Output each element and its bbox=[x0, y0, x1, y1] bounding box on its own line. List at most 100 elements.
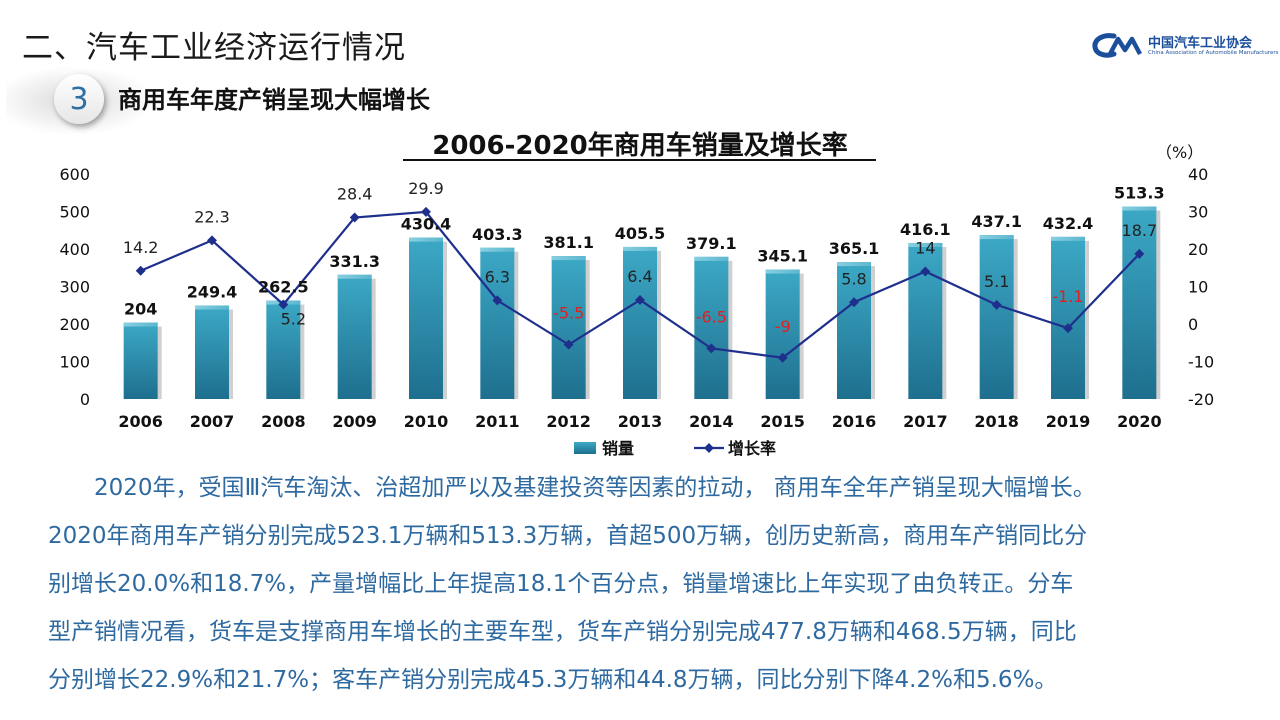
right-axis-tick-label: 10 bbox=[1188, 278, 1208, 297]
growth-rate-point bbox=[991, 299, 1002, 310]
bar-value-label: 403.3 bbox=[472, 225, 523, 244]
right-axis-tick-label: 0 bbox=[1188, 315, 1198, 334]
bar-top-highlight bbox=[195, 305, 229, 310]
bar-value-label: 249.4 bbox=[187, 282, 238, 301]
bar-top-highlight bbox=[837, 262, 871, 267]
x-axis-tick-label: 2010 bbox=[404, 412, 449, 431]
paragraph-line-5: 分别增长22.9%和21.7%；客车产销分别完成45.3万辆和44.8万辆，同比… bbox=[48, 667, 1058, 693]
chart-title: 2006-2020年商用车销量及增长率 bbox=[432, 130, 848, 161]
sales-bar-2009 bbox=[337, 274, 372, 399]
logo-text-en: China Association of Automobile Manufact… bbox=[1148, 50, 1279, 56]
bar-top-highlight bbox=[765, 269, 800, 274]
bar-value-label: 365.1 bbox=[829, 239, 880, 258]
sales-bar-2015 bbox=[765, 269, 800, 399]
legend-sales-swatch bbox=[574, 442, 596, 454]
x-axis-tick-label: 2014 bbox=[689, 412, 734, 431]
growth-rate-point bbox=[349, 212, 360, 223]
sales-bar-2013 bbox=[623, 246, 657, 399]
x-axis-tick-label: 2009 bbox=[332, 412, 377, 431]
left-axis-tick-label: 600 bbox=[59, 165, 90, 184]
sales-bar-2011 bbox=[480, 247, 515, 399]
growth-rate-point bbox=[207, 235, 217, 246]
bar-top-highlight bbox=[551, 256, 586, 261]
logo-text-cn: 中国汽车工业协会 bbox=[1148, 36, 1253, 51]
x-axis-tick-label: 2007 bbox=[190, 412, 235, 431]
bar-value-label: 345.1 bbox=[757, 247, 808, 266]
right-axis-tick-label: -10 bbox=[1188, 353, 1214, 372]
left-axis-tick-label: 400 bbox=[59, 240, 90, 259]
x-axis-tick-label: 2011 bbox=[475, 412, 520, 431]
bar-value-label: 331.3 bbox=[329, 252, 380, 271]
paragraph-line-4: 型产销情况看，货车是支撑商用车增长的主要车型，货车产销分别完成477.8万辆和4… bbox=[48, 619, 1077, 645]
growth-rate-label: 14.2 bbox=[123, 238, 159, 257]
x-axis-tick-label: 2012 bbox=[546, 412, 591, 431]
sales-bar-2019 bbox=[1051, 236, 1085, 399]
legend-sales-label: 销量 bbox=[602, 439, 634, 458]
left-axis-tick-label: 500 bbox=[59, 203, 90, 222]
growth-rate-point bbox=[492, 295, 503, 306]
right-axis-tick-label: 20 bbox=[1188, 240, 1208, 259]
bar-top-highlight bbox=[979, 235, 1014, 240]
sales-growth-chart: 204 249.4 262.5 331.3 430.4 403.3 381.1 405.5 37… bbox=[59, 130, 1214, 458]
sales-bar-2018 bbox=[979, 235, 1014, 399]
right-axis-tick-label: 40 bbox=[1188, 165, 1208, 184]
bar-value-label: 416.1 bbox=[900, 220, 951, 239]
x-axis-tick-label: 2006 bbox=[118, 412, 163, 431]
right-axis-unit: （%） bbox=[1156, 143, 1203, 162]
caam-logo: 中国汽车工业协会 China Association of Automobile… bbox=[1092, 30, 1279, 62]
bar-value-label: 430.4 bbox=[401, 215, 452, 234]
bar-value-label: 432.4 bbox=[1043, 214, 1094, 233]
growth-rate-point bbox=[849, 297, 859, 308]
growth-rate-point bbox=[421, 206, 431, 217]
growth-rate-point bbox=[920, 266, 931, 277]
sales-bar-2010 bbox=[409, 237, 443, 399]
sales-bar-2014 bbox=[694, 256, 729, 399]
bar-value-label: 437.1 bbox=[971, 212, 1022, 231]
x-axis-tick-label: 2019 bbox=[1046, 412, 1091, 431]
caam-logo-icon bbox=[1092, 33, 1142, 58]
right-axis-tick-label: 30 bbox=[1188, 203, 1208, 222]
sales-bar-2012 bbox=[551, 256, 586, 399]
bar-value-label: 262.5 bbox=[258, 278, 309, 297]
growth-rate-point bbox=[777, 352, 788, 363]
sales-bar-2006 bbox=[123, 322, 158, 399]
growth-rate-label: 18.7 bbox=[1122, 221, 1158, 240]
growth-rate-point bbox=[635, 295, 645, 305]
left-axis-tick-label: 100 bbox=[59, 353, 90, 372]
sales-bar-2016 bbox=[837, 262, 871, 399]
bar-top-highlight bbox=[480, 247, 515, 252]
sales-bar-2017 bbox=[908, 242, 943, 399]
bar-top-highlight bbox=[1122, 206, 1157, 211]
growth-rate-label: 5.8 bbox=[841, 269, 866, 288]
x-axis-tick-label: 2016 bbox=[832, 412, 877, 431]
bar-value-label: 513.3 bbox=[1114, 184, 1165, 203]
paragraph-line-1: 2020年，受国Ⅲ汽车淘汰、治超加严以及基建投资等因素的拉动， 商用车全年产销呈… bbox=[94, 475, 1096, 501]
legend-growth-marker bbox=[704, 443, 714, 453]
bar-top-highlight bbox=[623, 246, 657, 251]
growth-rate-label: 5.1 bbox=[984, 272, 1009, 291]
bar-value-label: 379.1 bbox=[686, 234, 737, 253]
chart-legend: 销量 增长率 bbox=[574, 439, 776, 458]
x-axis-tick-label: 2018 bbox=[974, 412, 1019, 431]
bar-top-highlight bbox=[694, 256, 729, 261]
sales-bar-2008 bbox=[266, 300, 301, 399]
left-axis-tick-label: 200 bbox=[59, 315, 90, 334]
growth-rate-label: -9 bbox=[775, 317, 791, 336]
bar-top-highlight bbox=[908, 242, 943, 247]
bar-value-label: 405.5 bbox=[615, 224, 666, 243]
x-axis-tick-label: 2017 bbox=[903, 412, 948, 431]
growth-rate-label: 14 bbox=[915, 239, 935, 258]
growth-rate-point bbox=[706, 343, 717, 354]
growth-rate-label: 6.4 bbox=[627, 267, 652, 286]
x-axis-tick-label: 2008 bbox=[261, 412, 306, 431]
growth-rate-label: 22.3 bbox=[194, 207, 230, 226]
sales-bar-2007 bbox=[195, 305, 229, 399]
description-paragraph: 2020年，受国Ⅲ汽车淘汰、治超加严以及基建投资等因素的拉动， 商用车全年产销呈… bbox=[48, 464, 1253, 704]
growth-rate-label: -1.1 bbox=[1052, 287, 1083, 306]
growth-rate-label: 6.3 bbox=[485, 267, 510, 286]
right-axis-tick-label: -20 bbox=[1188, 390, 1214, 409]
x-axis-tick-label: 2013 bbox=[618, 412, 663, 431]
left-axis-tick-label: 0 bbox=[80, 390, 90, 409]
growth-rate-point bbox=[278, 299, 289, 310]
left-axis-tick-label: 300 bbox=[59, 278, 90, 297]
